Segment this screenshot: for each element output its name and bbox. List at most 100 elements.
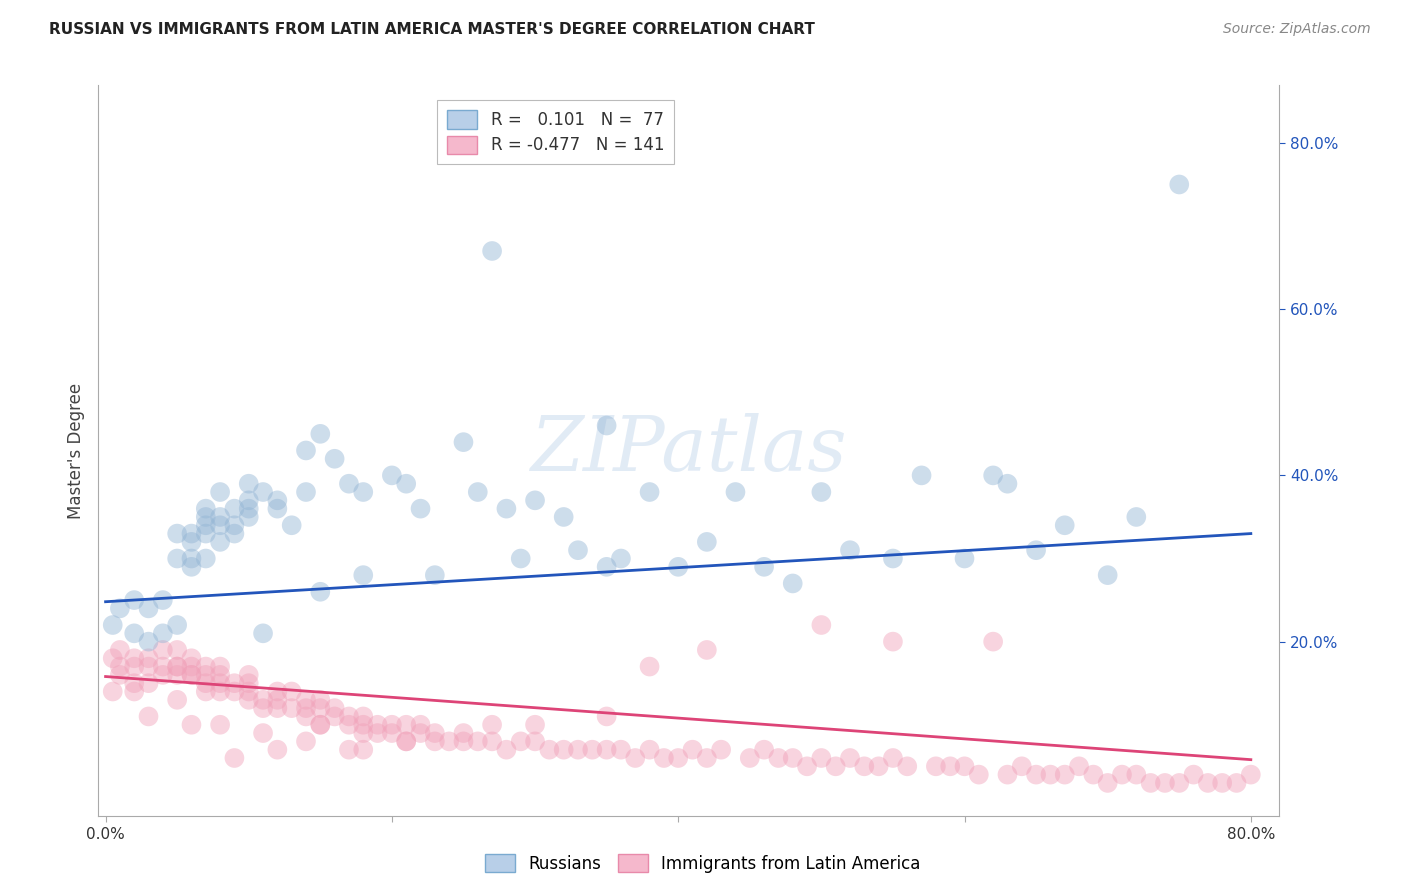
Point [967,767,990,781]
Point [252,626,274,640]
Point [896,759,918,773]
Point [138,676,160,690]
Point [1168,776,1191,790]
Point [495,742,517,756]
Point [1197,776,1219,790]
Point [209,659,232,673]
Point [209,676,232,690]
Point [166,643,188,657]
Point [752,742,775,756]
Point [1125,767,1147,781]
Point [352,742,374,756]
Point [108,668,131,682]
Point [481,244,503,258]
Point [453,435,475,450]
Text: RUSSIAN VS IMMIGRANTS FROM LATIN AMERICA MASTER'S DEGREE CORRELATION CHART: RUSSIAN VS IMMIGRANTS FROM LATIN AMERICA… [49,22,815,37]
Point [166,659,188,673]
Point [1168,178,1191,192]
Point [166,618,188,632]
Point [266,742,288,756]
Point [224,684,246,698]
Legend: Russians, Immigrants from Latin America: Russians, Immigrants from Latin America [478,847,928,880]
Point [309,717,332,731]
Point [1025,543,1047,558]
Point [1097,776,1119,790]
Point [524,493,547,508]
Point [194,684,217,698]
Point [152,659,174,673]
Point [166,668,188,682]
Point [696,643,718,657]
Point [266,493,288,508]
Point [266,693,288,707]
Legend: R =   0.101   N =  77, R = -0.477   N = 141: R = 0.101 N = 77, R = -0.477 N = 141 [437,101,675,164]
Point [1083,767,1105,781]
Point [295,734,318,748]
Point [1011,759,1033,773]
Point [696,534,718,549]
Point [595,559,617,574]
Point [652,751,675,765]
Point [309,584,332,599]
Point [309,693,332,707]
Point [337,709,360,723]
Point [194,501,217,516]
Point [108,659,131,673]
Point [752,559,775,574]
Y-axis label: Master's Degree: Master's Degree [66,383,84,518]
Point [166,693,188,707]
Point [352,709,374,723]
Point [209,684,232,698]
Point [152,593,174,607]
Point [138,634,160,648]
Point [381,468,404,483]
Point [224,501,246,516]
Point [209,485,232,500]
Point [209,518,232,533]
Point [209,534,232,549]
Point [352,717,374,731]
Point [166,526,188,541]
Point [108,601,131,615]
Point [409,717,432,731]
Point [610,551,633,566]
Point [323,709,346,723]
Point [553,742,575,756]
Point [381,717,404,731]
Point [581,742,603,756]
Point [1125,510,1147,524]
Point [238,693,260,707]
Point [1240,767,1263,781]
Point [166,659,188,673]
Point [180,526,202,541]
Point [337,717,360,731]
Point [467,734,489,748]
Point [1111,767,1133,781]
Point [309,426,332,441]
Point [953,759,976,773]
Point [194,518,217,533]
Point [309,717,332,731]
Point [395,734,418,748]
Point [266,501,288,516]
Point [180,651,202,665]
Point [595,709,617,723]
Point [1182,767,1205,781]
Point [1211,776,1233,790]
Point [122,651,145,665]
Point [997,476,1019,491]
Point [1097,568,1119,582]
Point [953,551,976,566]
Point [138,651,160,665]
Point [224,518,246,533]
Point [839,751,862,765]
Point [925,759,948,773]
Point [266,701,288,715]
Point [309,701,332,715]
Point [352,485,374,500]
Point [595,742,617,756]
Point [1039,767,1062,781]
Point [224,751,246,765]
Point [1053,767,1076,781]
Point [138,601,160,615]
